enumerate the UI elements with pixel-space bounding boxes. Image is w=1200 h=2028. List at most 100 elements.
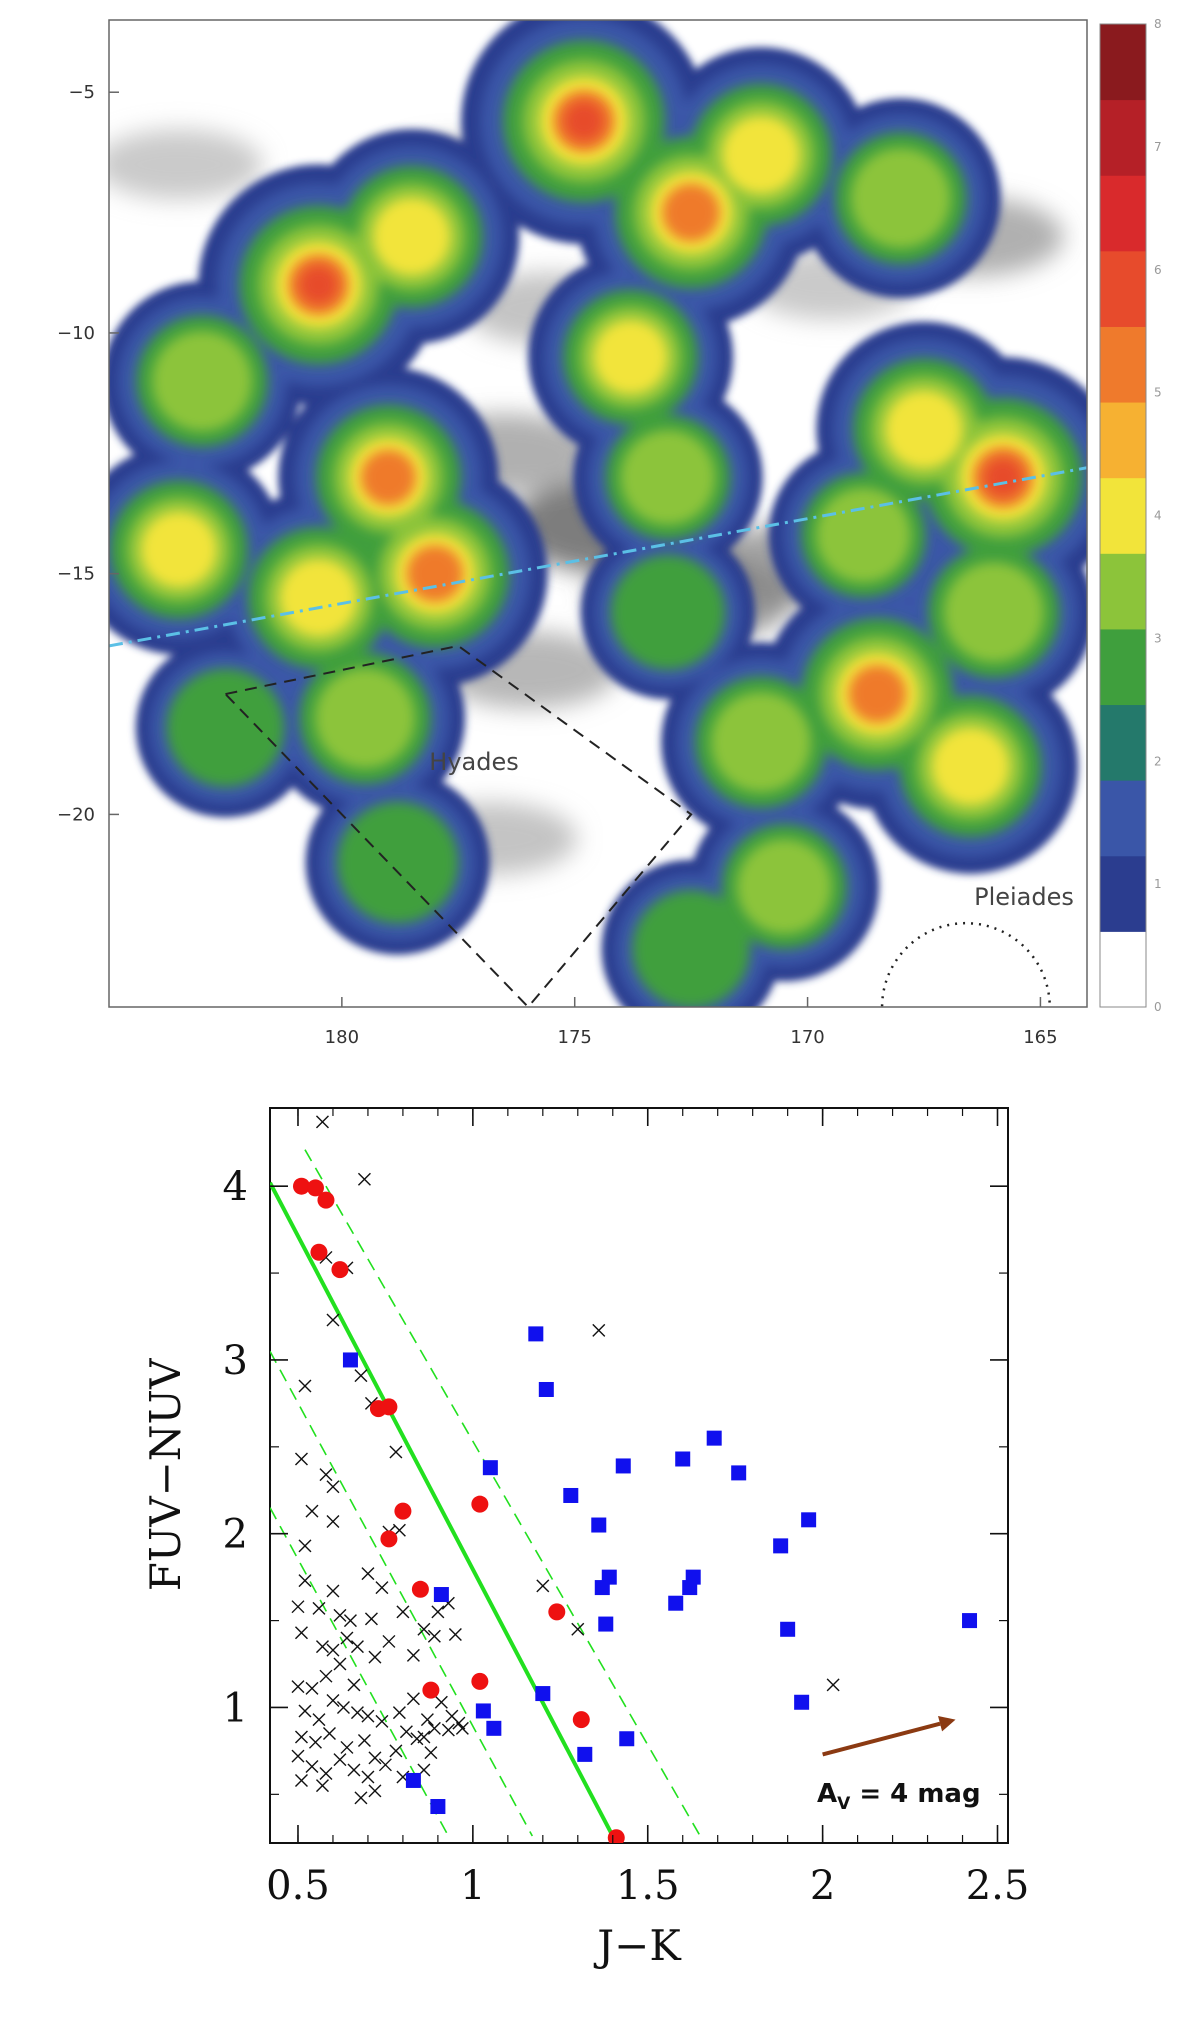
x-marker-stroke <box>424 1746 438 1760</box>
scatter-y-axis-label: FUV−NUV <box>141 1358 190 1591</box>
colorbar: 0 1 2 3 4 5 6 7 8 <box>1099 17 1162 1014</box>
density-region <box>315 668 416 769</box>
galactic-plane-line <box>109 466 1087 648</box>
density-region <box>848 665 907 723</box>
x-marker-point <box>368 1650 382 1664</box>
x-marker-stroke <box>315 1779 329 1793</box>
blue-square-point <box>962 1613 978 1629</box>
x-marker-point <box>417 1622 431 1636</box>
x-marker-stroke <box>340 1740 354 1754</box>
colorbar-segment <box>1100 628 1146 706</box>
hyades-region-outline <box>223 644 693 1007</box>
blue-square-point <box>619 1731 635 1747</box>
x-marker-stroke <box>441 1723 455 1737</box>
x-marker-stroke <box>326 1313 340 1327</box>
x-marker-stroke <box>364 1612 378 1626</box>
x-marker-stroke <box>427 1629 441 1643</box>
x-marker-stroke <box>361 1709 375 1723</box>
reference-lines <box>270 1149 701 1837</box>
x-marker-point <box>298 1379 312 1393</box>
density-region <box>662 183 720 242</box>
x-marker-point <box>368 1751 382 1765</box>
blue-square-point <box>591 1517 607 1533</box>
arrow-shaft <box>822 1721 941 1757</box>
colorbar-tick-label: 0 <box>1154 1000 1162 1014</box>
density-region <box>721 115 801 194</box>
x-marker-stroke <box>347 1678 361 1692</box>
x-marker-stroke <box>434 1695 448 1709</box>
x-marker-stroke <box>291 1749 305 1763</box>
dust-cloud <box>109 129 263 200</box>
x-marker-stroke <box>333 1753 347 1767</box>
x-marker-stroke <box>333 1657 347 1671</box>
x-marker-stroke <box>326 1584 340 1598</box>
x-marker-point <box>417 1730 431 1744</box>
colorbar-segment <box>1100 553 1146 630</box>
x-marker-point <box>399 1725 413 1739</box>
x-marker-point <box>354 1369 368 1383</box>
x-marker-stroke <box>354 1369 368 1383</box>
density-region <box>632 890 751 1007</box>
x-marker-point <box>364 1612 378 1626</box>
fuv-nuv-scatter-chart: 0.5 1 1.5 2 2.5 1 2 3 4 AV = 4 mag J−K FUV−NUV <box>141 1107 1029 1970</box>
x-marker-stroke <box>368 1650 382 1664</box>
red-circle-point <box>471 1672 489 1690</box>
red-circle-point <box>422 1681 440 1699</box>
map-x-tick-label: 175 <box>558 1027 592 1048</box>
x-marker-stroke <box>343 1614 357 1628</box>
x-marker-stroke <box>319 1468 333 1482</box>
colorbar-segment <box>1100 99 1146 176</box>
x-marker-point <box>375 1714 389 1728</box>
x-marker-stroke <box>326 1694 340 1708</box>
arrow-label-main: A <box>817 1779 837 1809</box>
blue-square-point <box>535 1686 551 1702</box>
x-marker-stroke <box>389 1744 403 1758</box>
colorbar-segment <box>1100 175 1146 252</box>
arrow-label-sub: V <box>837 1794 851 1814</box>
x-marker-stroke <box>826 1678 840 1692</box>
x-marker-point <box>406 1648 420 1662</box>
x-marker-stroke <box>375 1581 389 1595</box>
x-marker-point <box>448 1627 462 1641</box>
x-marker-stroke <box>305 1681 319 1695</box>
x-marker-stroke <box>291 1680 305 1694</box>
x-marker-stroke <box>406 1648 420 1662</box>
x-marker-point <box>305 1504 319 1518</box>
x-marker-point <box>361 1567 375 1581</box>
red-circle-point <box>380 1530 398 1548</box>
x-marker-stroke <box>315 1115 329 1129</box>
x-marker-point <box>291 1600 305 1614</box>
blue-square-point <box>801 1512 817 1528</box>
red-circle-point <box>306 1179 324 1197</box>
density-region <box>336 801 459 924</box>
x-marker-stroke <box>417 1730 431 1744</box>
x-marker-point <box>298 1574 312 1588</box>
x-marker-point <box>319 1669 333 1683</box>
x-marker-point <box>424 1746 438 1760</box>
x-marker-stroke <box>357 1733 371 1747</box>
x-marker-stroke <box>375 1714 389 1728</box>
colorbar-segment <box>1100 326 1146 403</box>
colorbar-tick-label: 7 <box>1154 140 1162 154</box>
x-marker-stroke <box>347 1763 361 1777</box>
density-region <box>593 319 668 395</box>
pleiades-label: Pleiades <box>974 883 1074 911</box>
blue-square-point <box>675 1451 691 1467</box>
x-marker-point <box>420 1713 434 1727</box>
colorbar-tick-label: 6 <box>1154 263 1162 277</box>
red-circle-point <box>380 1398 398 1416</box>
x-marker-point <box>592 1323 606 1337</box>
blue-square-point <box>794 1694 810 1710</box>
x-marker-point <box>298 1704 312 1718</box>
x-marker-point <box>441 1723 455 1737</box>
x-marker-point <box>354 1791 368 1805</box>
density-region <box>984 458 1023 497</box>
colorbar-tick-label: 1 <box>1154 877 1162 891</box>
x-marker-stroke <box>333 1608 347 1622</box>
x-marker-stroke <box>417 1622 431 1636</box>
x-marker-stroke <box>571 1622 585 1636</box>
x-marker-point <box>434 1695 448 1709</box>
red-circle-point <box>607 1829 625 1843</box>
x-marker-stroke <box>319 1669 333 1683</box>
colorbar-tick-label: 2 <box>1154 754 1162 768</box>
